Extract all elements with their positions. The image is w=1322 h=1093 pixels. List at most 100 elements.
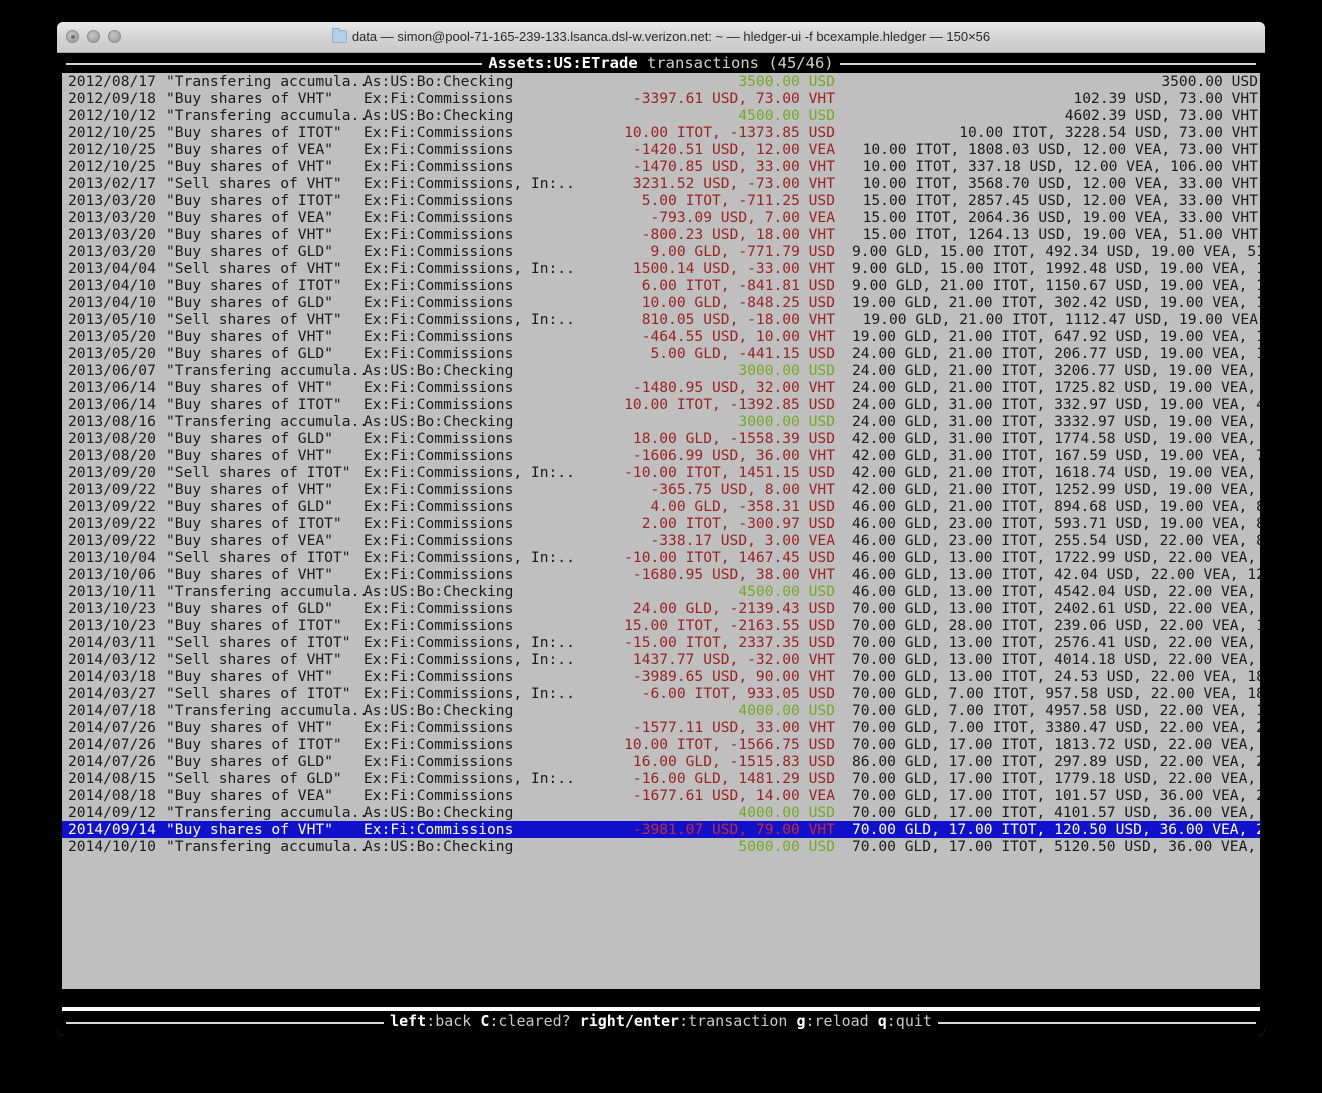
transaction-date: 2013/04/10 [68,294,156,311]
transaction-date: 2013/10/23 [68,617,156,634]
table-row[interactable]: 2013/04/04 "Sell shares of VHT" Ex:Fi:Comm… [62,260,1260,277]
table-row[interactable]: 2013/05/20 "Buy shares of VHT" Ex:Fi:Commi… [62,328,1260,345]
transaction-date: 2012/10/25 [68,124,156,141]
table-row[interactable]: 2013/09/20 "Sell shares of ITOT" Ex:Fi:Com… [62,464,1260,481]
transaction-date: 2012/08/17 [68,73,156,90]
table-row[interactable]: 2013/03/20 "Buy shares of GLD" Ex:Fi:Commi… [62,243,1260,260]
table-row[interactable]: 2012/10/12 "Transfering accumula.. As:US:B… [62,107,1260,124]
table-row[interactable]: 2013/04/10 "Buy shares of GLD" Ex:Fi:Commi… [62,294,1260,311]
transaction-account: Ex:Fi:Commissions [364,787,514,804]
table-row[interactable]: 2013/06/14 "Buy shares of ITOT" Ex:Fi:Comm… [62,396,1260,413]
table-row[interactable]: 2013/03/20 "Buy shares of VEA" Ex:Fi:Commi… [62,209,1260,226]
table-row[interactable]: 2014/03/11 "Sell shares of ITOT" Ex:Fi:Com… [62,634,1260,651]
close-button[interactable] [66,30,79,43]
table-row[interactable]: 2013/08/16 "Transfering accumula.. As:US:B… [62,413,1260,430]
zoom-button[interactable] [108,30,121,43]
table-row[interactable]: 2012/10/25 "Buy shares of VEA" Ex:Fi:Commi… [62,141,1260,158]
window-titlebar[interactable]: data — simon@pool-71-165-239-133.lsanca.… [57,22,1265,53]
minimize-button[interactable] [87,30,100,43]
table-row[interactable]: 2013/10/06 "Buy shares of VHT" Ex:Fi:Commi… [62,566,1260,583]
transaction-account: Ex:Fi:Commissions [364,124,514,141]
transaction-description: "Buy shares of VEA" [166,141,333,158]
transaction-description: "Transfering accumula.. [166,107,369,124]
table-row[interactable]: 2013/10/23 "Buy shares of ITOT" Ex:Fi:Comm… [62,617,1260,634]
transaction-date: 2013/09/22 [68,498,156,515]
transaction-account: Ex:Fi:Commissions, In:.. [364,464,575,481]
table-row[interactable]: 2014/03/12 "Sell shares of VHT" Ex:Fi:Comm… [62,651,1260,668]
transaction-balance: 19.00 GLD, 21.00 ITOT, 1112.47 USD, 19.0… [862,311,1258,328]
table-row[interactable]: 2013/02/17 "Sell shares of VHT" Ex:Fi:Comm… [62,175,1260,192]
table-row[interactable]: 2014/03/18 "Buy shares of VHT" Ex:Fi:Commi… [62,668,1260,685]
shortcut-key[interactable]: C [480,1012,490,1030]
table-row[interactable]: 2014/07/26 "Buy shares of ITOT" Ex:Fi:Comm… [62,736,1260,753]
transaction-date: 2014/03/18 [68,668,156,685]
table-row[interactable]: 2014/10/10 "Transfering accumula.. As:US:B… [62,838,1260,855]
shortcut-label: :transaction [679,1012,797,1030]
shortcut-key[interactable]: right/enter [579,1012,680,1030]
table-row[interactable]: 2014/07/18 "Transfering accumula.. As:US:B… [62,702,1260,719]
transaction-balance: 9.00 GLD, 15.00 ITOT, 1992.48 USD, 19.00… [852,260,1260,277]
transaction-amount: 3231.52 USD, -73.00 VHT [632,175,835,192]
header-account: Assets:US:ETrade [488,54,638,72]
table-row[interactable]: 2014/03/27 "Sell shares of ITOT" Ex:Fi:Com… [62,685,1260,702]
table-row[interactable]: 2013/03/20 "Buy shares of ITOT" Ex:Fi:Comm… [62,192,1260,209]
transaction-balance: 10.00 ITOT, 3568.70 USD, 12.00 VEA, 33.0… [862,175,1258,192]
shortcut-key[interactable]: left [390,1012,427,1030]
table-row[interactable]: 2012/09/18 "Buy shares of VHT" Ex:Fi:Commi… [62,90,1260,107]
transaction-description: "Transfering accumula.. [166,804,369,821]
transaction-description: "Buy shares of ITOT" [166,277,342,294]
table-row[interactable]: 2013/05/10 "Sell shares of VHT" Ex:Fi:Comm… [62,311,1260,328]
table-row[interactable]: 2013/08/20 "Buy shares of VHT" Ex:Fi:Commi… [62,447,1260,464]
table-row[interactable]: 2013/09/22 "Buy shares of VEA" Ex:Fi:Commi… [62,532,1260,549]
transaction-balance: 70.00 GLD, 13.00 ITOT, 2576.41 USD, 22.0… [852,634,1257,651]
transaction-description: "Buy shares of VHT" [166,379,333,396]
table-row[interactable]: 2012/10/25 "Buy shares of VHT" Ex:Fi:Commi… [62,158,1260,175]
table-row[interactable]: 2013/10/04 "Sell shares of ITOT" Ex:Fi:Com… [62,549,1260,566]
transaction-amount: -1680.95 USD, 38.00 VHT [632,566,835,583]
transaction-account: As:US:Bo:Checking [364,583,514,600]
table-row[interactable]: 2014/08/15 "Sell shares of GLD" Ex:Fi:Comm… [62,770,1260,787]
transaction-description: "Buy shares of ITOT" [166,736,342,753]
table-row[interactable]: 2012/08/17 "Transfering accumula.. As:US:B… [62,73,1260,90]
table-row[interactable]: 2013/04/10 "Buy shares of ITOT" Ex:Fi:Comm… [62,277,1260,294]
table-row[interactable]: 2013/08/20 "Buy shares of GLD" Ex:Fi:Commi… [62,430,1260,447]
transaction-date: 2013/05/20 [68,345,156,362]
transaction-account: Ex:Fi:Commissions [364,481,514,498]
header-rule-right [804,63,1256,65]
table-row[interactable]: 2013/09/22 "Buy shares of VHT" Ex:Fi:Commi… [62,481,1260,498]
transaction-date: 2013/10/06 [68,566,156,583]
transaction-balance: 24.00 GLD, 21.00 ITOT, 206.77 USD, 19.00… [852,345,1260,362]
transaction-amount: 4.00 GLD, -358.31 USD [650,498,835,515]
table-row[interactable]: 2013/06/14 "Buy shares of VHT" Ex:Fi:Commi… [62,379,1260,396]
transaction-amount: 3500.00 USD [738,73,835,90]
table-row[interactable]: 2013/06/07 "Transfering accumula.. As:US:B… [62,362,1260,379]
transaction-date: 2013/06/14 [68,396,156,413]
transaction-account: Ex:Fi:Commissions [364,396,514,413]
table-row[interactable]: 2013/09/22 "Buy shares of ITOT" Ex:Fi:Comm… [62,515,1260,532]
transaction-balance: 70.00 GLD, 17.00 ITOT, 1779.18 USD, 22.0… [852,770,1257,787]
transaction-amount: 4000.00 USD [738,702,835,719]
table-row[interactable]: 2013/09/22 "Buy shares of GLD" Ex:Fi:Commi… [62,498,1260,515]
transaction-date: 2013/06/07 [68,362,156,379]
table-row[interactable]: 2014/07/26 "Buy shares of VHT" Ex:Fi:Commi… [62,719,1260,736]
table-row[interactable]: 2013/10/23 "Buy shares of GLD" Ex:Fi:Commi… [62,600,1260,617]
transactions-list[interactable]: 2012/08/17 "Transfering accumula.. As:US:B… [62,73,1260,989]
shortcut-key[interactable]: g [796,1012,806,1030]
table-row[interactable]: 2013/03/20 "Buy shares of VHT" Ex:Fi:Commi… [62,226,1260,243]
shortcut-key[interactable]: q [877,1012,887,1030]
transaction-account: Ex:Fi:Commissions, In:.. [364,175,575,192]
table-row[interactable]: 2013/10/11 "Transfering accumula.. As:US:B… [62,583,1260,600]
table-row[interactable]: 2013/05/20 "Buy shares of GLD" Ex:Fi:Commi… [62,345,1260,362]
transaction-account: Ex:Fi:Commissions [364,600,514,617]
status-rule-left [66,1022,446,1024]
transaction-description: "Buy shares of GLD" [166,345,333,362]
table-row[interactable]: 2014/08/18 "Buy shares of VEA" Ex:Fi:Commi… [62,787,1260,804]
transaction-date: 2013/03/20 [68,226,156,243]
transaction-amount: 6.00 ITOT, -841.81 USD [641,277,835,294]
transaction-amount: -800.23 USD, 18.00 VHT [641,226,835,243]
transaction-description: "Buy shares of VHT" [166,328,333,345]
table-row[interactable]: 2014/07/26 "Buy shares of GLD" Ex:Fi:Commi… [62,753,1260,770]
table-row[interactable]: 2014/09/14 "Buy shares of VHT" Ex:Fi:Commi… [62,821,1260,838]
table-row[interactable]: 2014/09/12 "Transfering accumula.. As:US:B… [62,804,1260,821]
table-row[interactable]: 2012/10/25 "Buy shares of ITOT" Ex:Fi:Comm… [62,124,1260,141]
